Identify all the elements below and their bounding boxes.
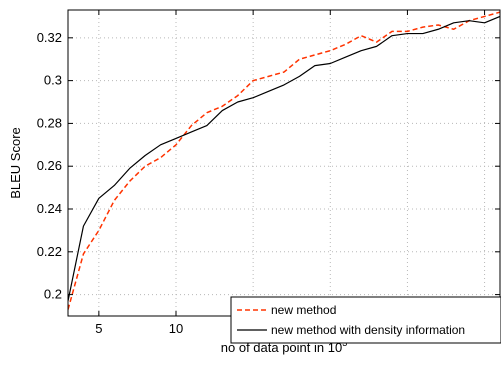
x-tick-label: 10	[169, 321, 183, 336]
y-tick-label: 0.28	[37, 115, 62, 130]
legend-label-density: new method with density information	[271, 323, 465, 337]
legend-box	[230, 296, 501, 344]
y-tick-label: 0.26	[37, 158, 62, 173]
plot-background	[68, 10, 500, 316]
series-line-new-method	[68, 11, 500, 310]
x-axis-title-main: no of data point in 10	[221, 340, 342, 355]
series-lines	[68, 11, 500, 310]
y-tick-label: 0.3	[44, 73, 62, 88]
x-tick-label: 5	[95, 321, 102, 336]
y-tick-label: 0.22	[37, 244, 62, 259]
legend-label-new-method: new method	[271, 303, 336, 317]
legend: new method new method with density infor…	[230, 296, 501, 344]
y-tick-label: 0.24	[37, 201, 62, 216]
y-axis-title: BLEU Score	[8, 127, 23, 199]
y-tick-label: 0.32	[37, 30, 62, 45]
y-tick-label: 0.2	[44, 287, 62, 302]
series-line-density	[68, 15, 500, 302]
grid-lines	[68, 10, 500, 316]
